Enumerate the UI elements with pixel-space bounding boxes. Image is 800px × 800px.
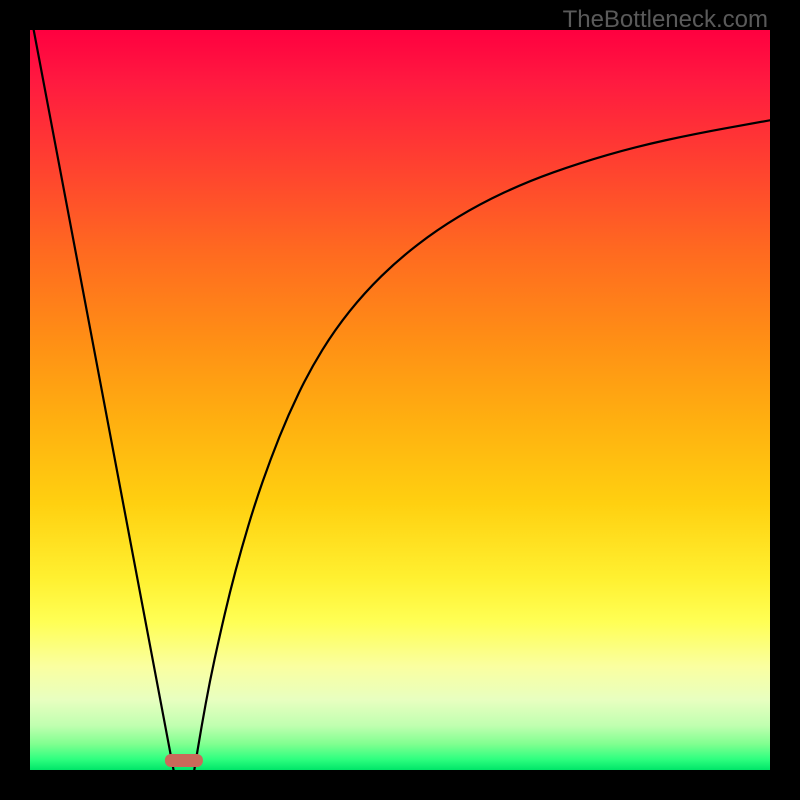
curve-layer <box>30 30 770 770</box>
plot-area <box>30 30 770 770</box>
trough-marker <box>165 754 203 767</box>
right-branch-curve <box>194 120 770 770</box>
watermark-text: TheBottleneck.com <box>563 6 768 34</box>
chart-frame: TheBottleneck.com <box>0 0 800 800</box>
left-branch-line <box>34 30 174 770</box>
